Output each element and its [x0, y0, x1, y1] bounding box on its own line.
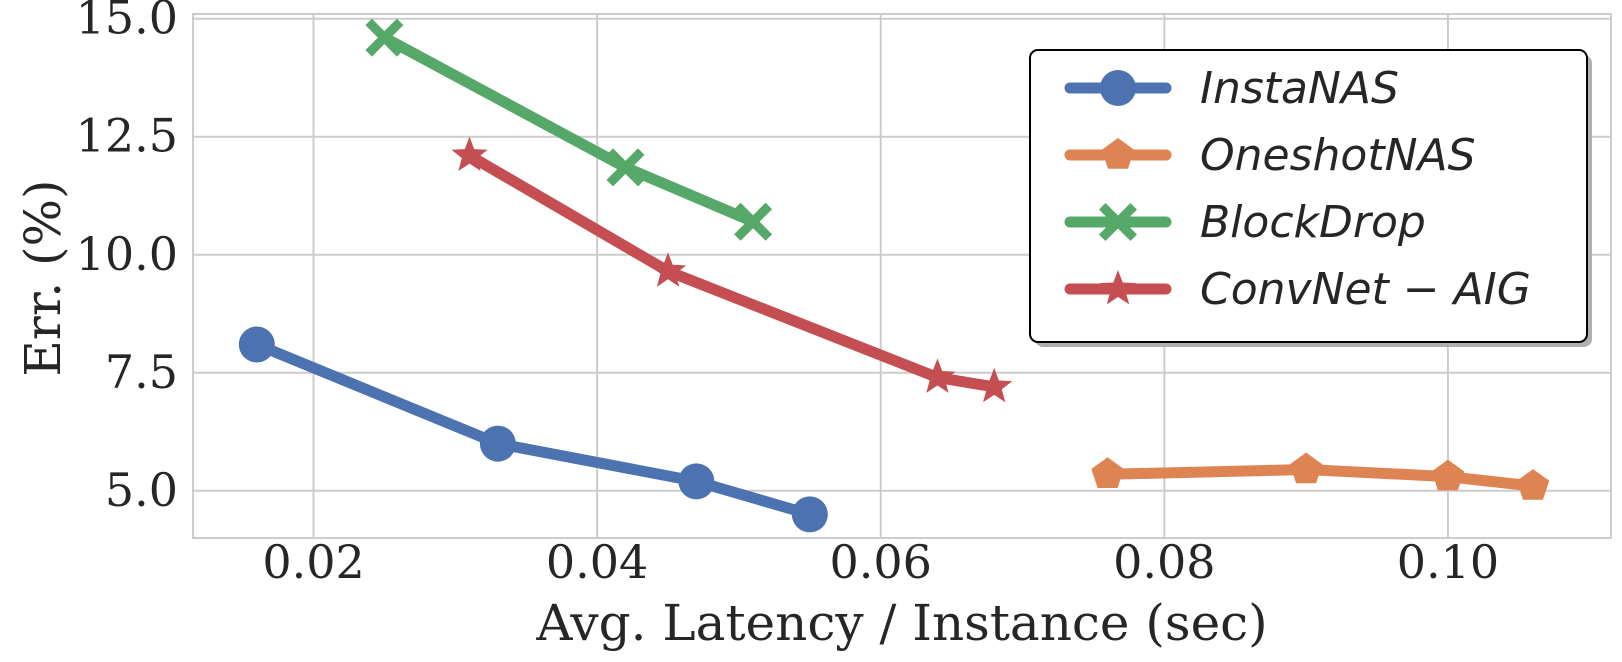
legend-entry: InstaNAS	[1064, 63, 1399, 114]
data-point	[1516, 469, 1550, 500]
series-instanas	[238, 326, 828, 533]
legend-marker	[1099, 270, 1137, 305]
legend: InstaNAS OneshotNAS BlockDrop ConvNet − AIG	[1029, 49, 1592, 347]
y-tick-label: 7.5	[105, 345, 178, 399]
legend-label: OneshotNAS	[1200, 130, 1476, 181]
legend-marker	[1100, 70, 1136, 106]
x-tick-label: 0.04	[546, 535, 648, 589]
x-tick-label: 0.02	[262, 535, 364, 589]
data-point	[479, 425, 516, 462]
legend-entry: ConvNet − AIG	[1064, 264, 1531, 315]
legend-marker	[1101, 138, 1135, 169]
data-point	[919, 358, 956, 393]
data-point	[365, 18, 404, 57]
legend-label: BlockDrop	[1200, 197, 1426, 248]
legend-marker	[1099, 203, 1137, 241]
x-tick-label: 0.06	[830, 535, 932, 589]
data-point	[1431, 459, 1465, 491]
series-group	[238, 18, 1550, 533]
legend-label: InstaNAS	[1200, 63, 1399, 114]
y-tick-label: 5.0	[105, 463, 178, 517]
data-point	[1091, 457, 1124, 488]
series-line	[1102, 464, 1539, 492]
legend-entry: OneshotNAS	[1064, 130, 1476, 181]
y-tick-label: 15.0	[76, 0, 178, 45]
data-point	[678, 463, 715, 500]
series-line	[251, 339, 816, 520]
legend-entries: InstaNAS OneshotNAS BlockDrop ConvNet − AIG	[1064, 63, 1531, 315]
legend-entry: BlockDrop	[1064, 197, 1426, 248]
y-axis-label: Err. (%)	[14, 179, 72, 376]
y-tick-label: 12.5	[76, 109, 178, 163]
legend-label: ConvNet − AIG	[1200, 264, 1531, 315]
y-tick-labels: 5.0 7.5 10.0 12.5 15.0	[76, 0, 178, 517]
data-point	[791, 496, 828, 533]
x-tick-label: 0.10	[1397, 535, 1499, 589]
series-oneshotnas	[1091, 452, 1550, 500]
series-line	[464, 150, 1000, 393]
data-point	[451, 136, 488, 171]
legend-box	[1029, 49, 1588, 343]
data-point	[976, 367, 1013, 403]
series-blockdrop	[365, 18, 773, 241]
x-tick-label: 0.08	[1113, 535, 1215, 589]
data-point	[734, 202, 773, 241]
data-point	[238, 326, 275, 363]
series-convnet-aig	[451, 136, 1013, 403]
y-tick-label: 10.0	[76, 227, 178, 281]
data-point	[650, 252, 687, 287]
data-point	[606, 148, 645, 187]
data-point	[1290, 452, 1323, 484]
x-axis-label: Avg. Latency / Instance (sec)	[535, 594, 1267, 652]
x-tick-labels: 0.02 0.04 0.06 0.08 0.10	[262, 535, 1499, 589]
